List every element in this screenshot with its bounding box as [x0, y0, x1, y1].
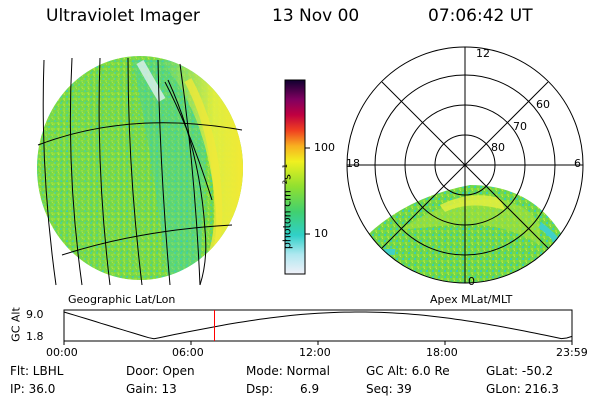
alt-xtick-2: 12:00	[299, 346, 331, 359]
alt-xtick-0: 00:00	[46, 346, 78, 359]
instrument-title: Ultraviolet Imager	[46, 6, 200, 26]
mode-info: Mode: Normal	[246, 364, 330, 378]
colorbar-unit-label: photon cm⁻²s⁻¹	[280, 163, 294, 250]
geo-caption: Geographic Lat/Lon	[68, 293, 176, 306]
alt-ymax: 9.0	[26, 308, 44, 321]
alt-xtick-3: 18:00	[426, 346, 458, 359]
seq-info: Seq: 39	[366, 382, 412, 396]
lat-label-80: 80	[491, 141, 505, 154]
mlt-label-12: 12	[476, 47, 490, 60]
colorbar	[284, 79, 306, 275]
alt-xtick-4: 23:59	[556, 346, 588, 359]
mlt-label-0: 0	[468, 275, 475, 288]
dsp-label: Dsp:	[246, 382, 274, 396]
filter-info: Flt: LBHL	[10, 364, 64, 378]
altitude-plot	[63, 309, 573, 345]
alt-xtick-1: 06:00	[172, 346, 204, 359]
colorbar-tick-10: 10	[314, 227, 328, 240]
lat-label-60: 60	[536, 98, 550, 111]
lat-label-70: 70	[513, 120, 527, 133]
dsp-value: 6.9	[300, 382, 320, 396]
glon-info: GLon: 216.3	[486, 382, 559, 396]
geo-image-disk	[37, 56, 243, 286]
date-label: 13 Nov 00	[272, 6, 360, 26]
gc-alt-info: GC Alt: 6.0 Re	[366, 364, 450, 378]
alt-ymin: 1.8	[26, 330, 44, 343]
mlt-label-18: 18	[346, 157, 360, 170]
alt-ylabel: GC Alt	[9, 307, 23, 342]
gain-info: Gain: 13	[126, 382, 177, 396]
colorbar-tick-100: 100	[314, 141, 335, 154]
ip-info: IP: 36.0	[10, 382, 56, 396]
polar-caption: Apex MLat/MLT	[430, 293, 513, 306]
mlt-label-6: 6	[574, 157, 581, 170]
glat-info: GLat: -50.2	[486, 364, 553, 378]
time-label: 07:06:42 UT	[428, 6, 533, 26]
door-info: Door: Open	[126, 364, 195, 378]
polar-plot	[346, 46, 584, 284]
